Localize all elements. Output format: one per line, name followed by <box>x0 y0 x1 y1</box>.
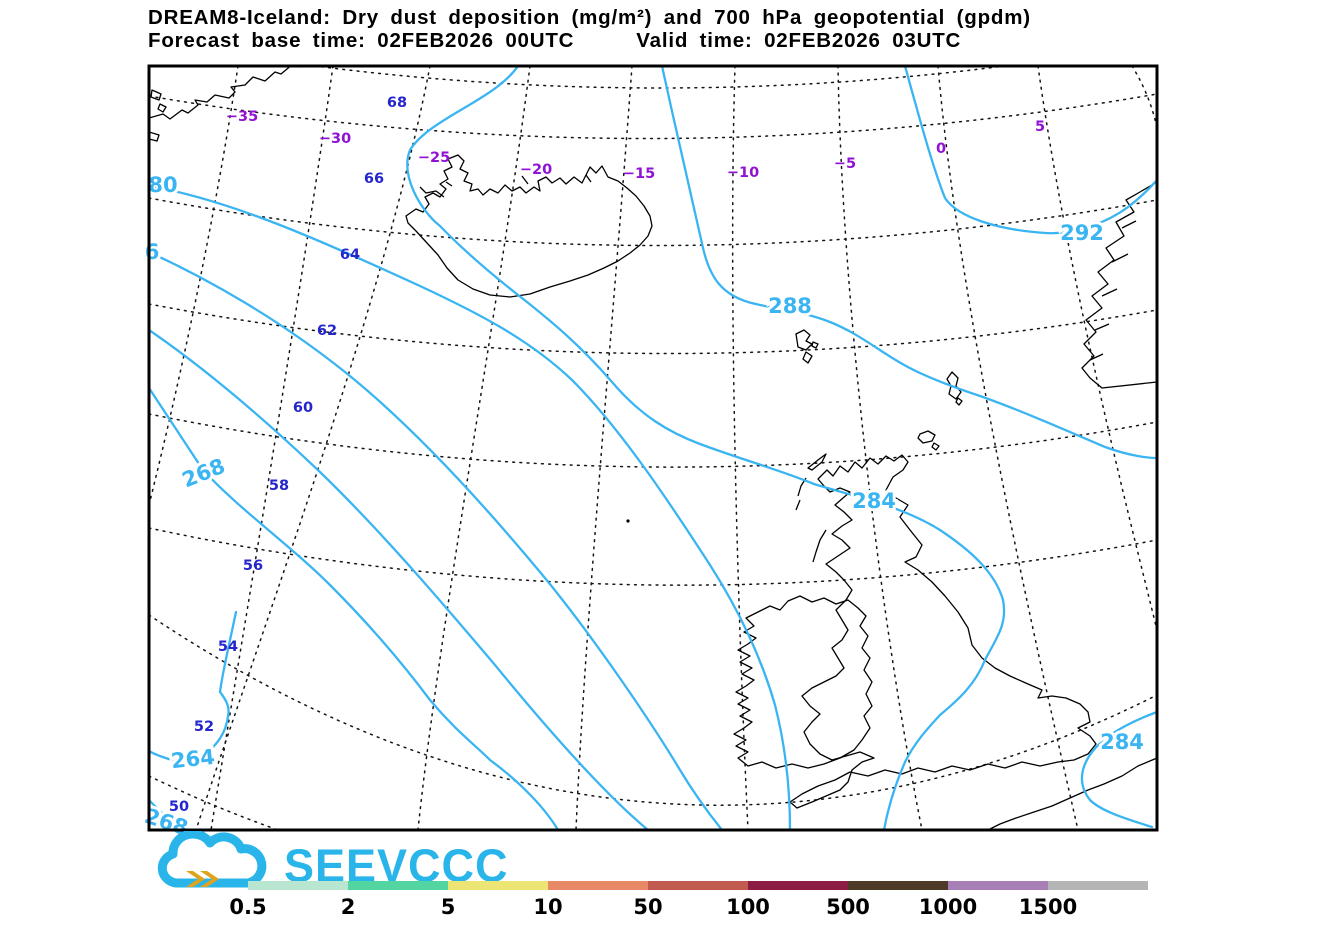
coast-iceland-fjords <box>419 174 592 198</box>
colorbar-segment <box>548 881 648 890</box>
contour-label: 6 <box>145 240 160 264</box>
contour-label: 292 <box>1060 221 1104 245</box>
lon-label: −5 <box>834 156 856 172</box>
contour-276 <box>149 250 724 830</box>
colorbar-tick: 500 <box>826 895 870 919</box>
lat-label: 62 <box>317 323 337 339</box>
coast-ireland <box>733 595 873 769</box>
colorbar-segment <box>248 881 348 890</box>
colorbar-tick: 2 <box>340 895 356 919</box>
contour-268-corner <box>149 798 188 830</box>
header: DREAM8-Iceland: Dry dust deposition (mg/… <box>148 6 1324 52</box>
contour-272 <box>149 328 650 830</box>
contour-280 <box>149 184 792 830</box>
page-title: DREAM8-Iceland: Dry dust deposition (mg/… <box>148 6 1031 29</box>
lat-label: 58 <box>269 478 289 494</box>
coast-shetland <box>946 371 963 406</box>
contour-268 <box>149 386 560 830</box>
colorbar-segment <box>448 881 548 890</box>
contour-264 <box>149 610 238 762</box>
coast-norway-fjords <box>1089 220 1137 361</box>
coast-greenland <box>149 66 304 120</box>
contour-label: 80 <box>148 173 177 197</box>
contour-284-se <box>1080 710 1157 829</box>
colorbar-segment <box>748 881 848 890</box>
valid-time: Valid time: 02FEB2026 03UTC <box>636 29 962 52</box>
coast-orkney <box>917 430 940 451</box>
colorbar-tick: 1000 <box>918 895 978 919</box>
lon-label: −15 <box>623 166 655 182</box>
lat-label: 60 <box>293 400 313 416</box>
colorbar-segment <box>848 881 948 890</box>
latitude-labels: 68 66 64 62 60 58 56 54 52 50 <box>169 95 407 815</box>
lon-label: 0 <box>936 141 946 157</box>
lat-label: 64 <box>340 247 360 263</box>
coast-greenland-islands <box>149 89 167 142</box>
geopotential-contours <box>149 66 1157 830</box>
coast-iceland <box>405 154 653 298</box>
map-border <box>147 64 1159 832</box>
contour-292 <box>903 66 1157 235</box>
colorbar-tick: 0.5 <box>229 895 267 919</box>
colorbar-tick: 5 <box>440 895 456 919</box>
contour-284 <box>406 66 1006 830</box>
coastlines <box>149 66 1157 830</box>
arrow-icon <box>200 871 219 887</box>
contour-label: 284 <box>1100 730 1144 754</box>
lon-label: −35 <box>226 109 258 125</box>
colorbar-segment <box>948 881 1048 890</box>
deposition-colorbar: 0.5 2 5 10 50 100 500 1000 1500 <box>229 881 1148 919</box>
colorbar-tick: 10 <box>533 895 563 919</box>
lon-label: 5 <box>1035 119 1045 135</box>
lat-label: 56 <box>243 558 263 574</box>
colorbar-segment <box>1048 881 1148 890</box>
lat-label: 52 <box>194 719 214 735</box>
contour-labels: 80 6 292 288 268 284 264 284 268 <box>139 170 1147 843</box>
graticule-grid <box>149 66 1157 830</box>
coast-hebrides <box>795 453 827 563</box>
cloud-logo-icon <box>157 829 267 888</box>
colorbar-tick: 100 <box>726 895 770 919</box>
colorbar-segment <box>348 881 448 890</box>
contour-label: 288 <box>768 294 812 318</box>
lat-label: 66 <box>364 171 384 187</box>
coast-norway <box>1081 181 1157 389</box>
forecast-base-time: Forecast base time: 02FEB2026 00UTC <box>148 29 575 52</box>
lat-label: 68 <box>387 95 407 111</box>
contour-label: 264 <box>170 745 216 773</box>
lat-label: 50 <box>169 799 189 815</box>
contour-label: 284 <box>852 489 896 513</box>
coast-faroes <box>795 329 819 364</box>
lon-label: −20 <box>520 162 552 178</box>
coast-france <box>987 757 1157 830</box>
arrow-icon <box>186 871 205 887</box>
forecast-times: Forecast base time: 02FEB2026 00UTC Valid… <box>148 29 1324 52</box>
lon-label: −30 <box>319 131 351 147</box>
lon-label: −25 <box>418 150 450 166</box>
coast-great-britain <box>789 454 1097 809</box>
coast-islet <box>626 519 630 523</box>
colorbar-tick: 50 <box>633 895 663 919</box>
colorbar-tick: 1500 <box>1018 895 1078 919</box>
lat-label: 54 <box>218 639 238 655</box>
lon-label: −10 <box>727 165 759 181</box>
colorbar-segment <box>648 881 748 890</box>
contour-288 <box>660 66 1157 460</box>
longitude-labels: −35 −30 −25 −20 −15 −10 −5 0 5 <box>226 109 1045 182</box>
